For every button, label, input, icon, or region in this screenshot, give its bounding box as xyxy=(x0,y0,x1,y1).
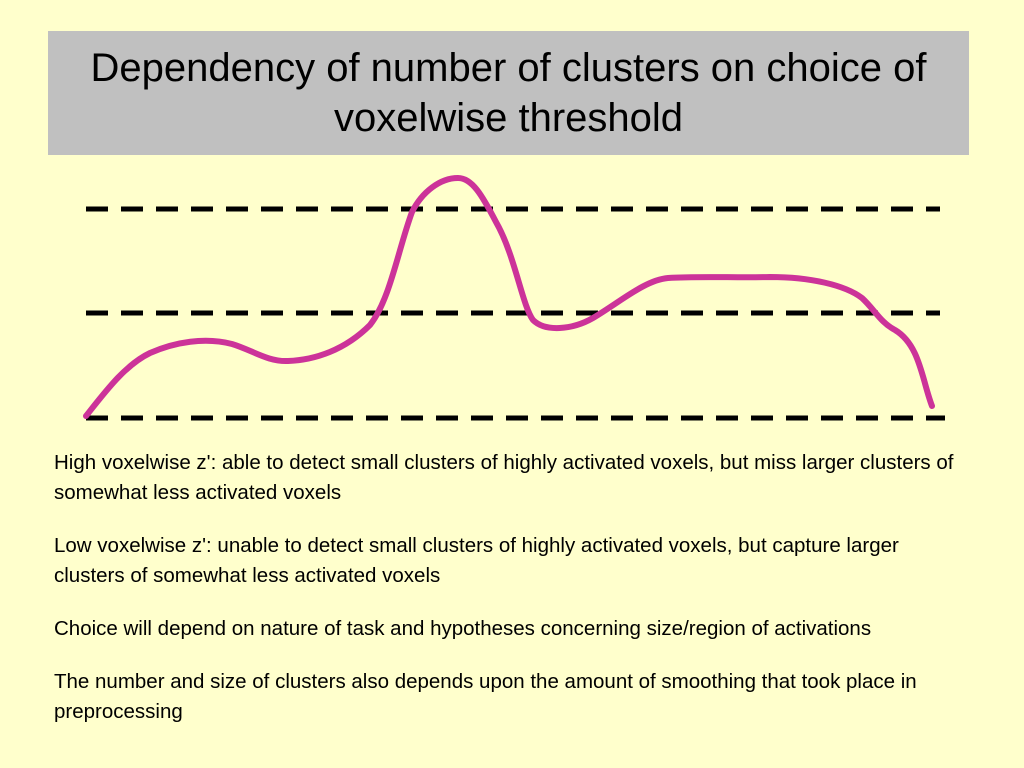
paragraph-choice: Choice will depend on nature of task and… xyxy=(54,617,872,640)
slide-title: Dependency of number of clusters on choi… xyxy=(90,46,927,140)
activation-curve xyxy=(83,175,935,419)
title-box: Dependency of number of clusters on choi… xyxy=(48,31,969,155)
paragraph-smoothing: The number and size of clusters also dep… xyxy=(54,670,917,723)
paragraph-high-threshold: High voxelwise z': able to detect small … xyxy=(54,451,954,504)
threshold-diagram xyxy=(83,175,945,421)
explanation-text: High voxelwise z': able to detect small … xyxy=(54,448,964,750)
paragraph-low-threshold: Low voxelwise z': unable to detect small… xyxy=(54,534,899,587)
